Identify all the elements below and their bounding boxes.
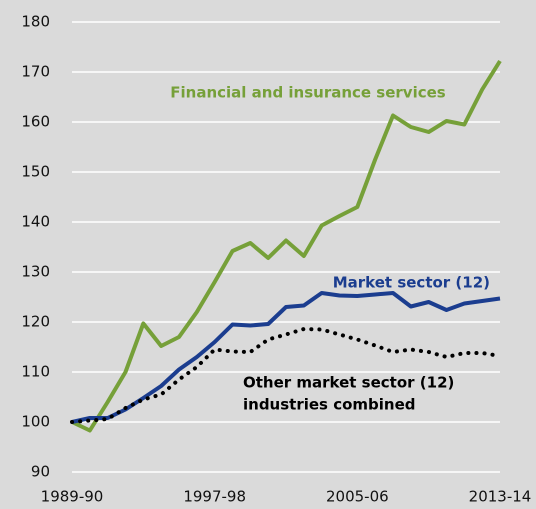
- series-label: Market sector (12): [333, 274, 490, 292]
- series-line: [71, 59, 502, 433]
- x-tick-label: 1997-98: [183, 488, 246, 506]
- y-tick-label: 150: [21, 163, 50, 181]
- y-tick-label: 180: [21, 13, 50, 31]
- y-tick-label: 170: [21, 63, 50, 81]
- series-label: Other market sector (12): [243, 374, 454, 392]
- series-label: Financial and insurance services: [170, 84, 446, 102]
- x-tick-label: 2005-06: [326, 488, 389, 506]
- y-tick-label: 120: [21, 313, 50, 331]
- y-tick-label: 100: [21, 413, 50, 431]
- y-tick-label: 160: [21, 113, 50, 131]
- series-line: [71, 291, 501, 424]
- series-label: industries combined: [243, 396, 416, 414]
- x-tick-label: 2013-14: [469, 488, 532, 506]
- y-tick-label: 110: [21, 363, 50, 381]
- y-tick-label: 140: [21, 213, 50, 231]
- series-line: [70, 327, 502, 424]
- y-tick-label: 130: [21, 263, 50, 281]
- y-tick-label: 90: [31, 463, 50, 481]
- x-tick-label: 1989-90: [41, 488, 104, 506]
